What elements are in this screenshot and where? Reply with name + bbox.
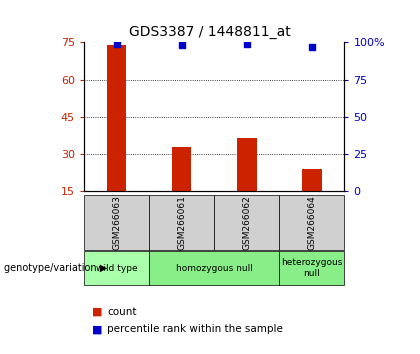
Text: ■: ■ — [92, 307, 103, 316]
Bar — [237, 138, 257, 191]
Text: count: count — [107, 307, 136, 316]
Text: heterozygous
null: heterozygous null — [281, 258, 343, 278]
Text: GDS3387 / 1448811_at: GDS3387 / 1448811_at — [129, 25, 291, 39]
Text: GSM266064: GSM266064 — [307, 195, 316, 250]
Bar — [107, 45, 126, 191]
Text: ■: ■ — [92, 324, 103, 334]
Text: genotype/variation ▶: genotype/variation ▶ — [4, 263, 108, 273]
Text: homozygous null: homozygous null — [176, 264, 253, 273]
Text: GSM266061: GSM266061 — [177, 195, 186, 250]
Text: GSM266062: GSM266062 — [242, 195, 251, 250]
Bar — [302, 169, 322, 191]
Text: percentile rank within the sample: percentile rank within the sample — [107, 324, 283, 334]
Bar — [172, 147, 192, 191]
Text: GSM266063: GSM266063 — [112, 195, 121, 250]
Text: wild type: wild type — [96, 264, 137, 273]
